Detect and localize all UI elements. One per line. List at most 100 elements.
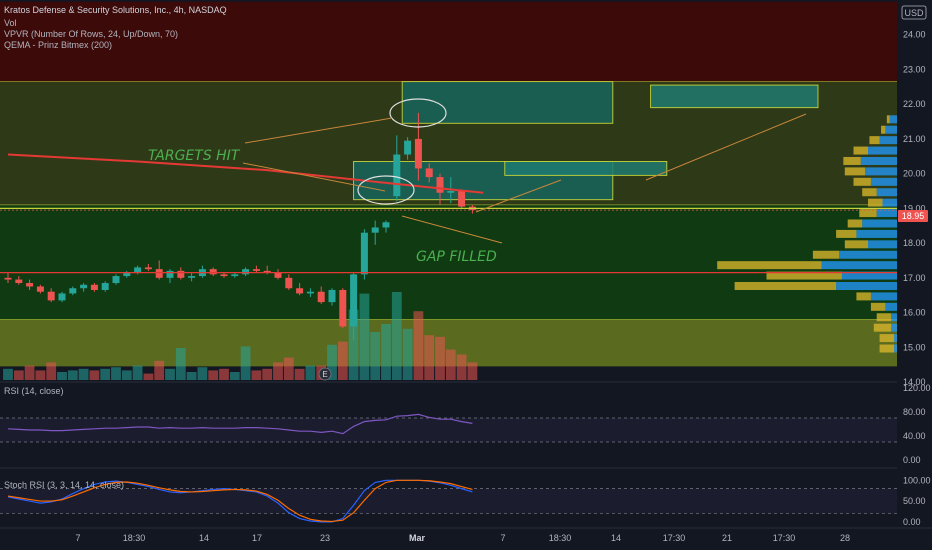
candle[interactable] xyxy=(414,112,422,181)
horizontal-lines xyxy=(0,207,897,274)
candle[interactable] xyxy=(177,267,185,280)
volume-bar xyxy=(57,372,67,380)
candle[interactable] xyxy=(112,274,120,285)
candle[interactable] xyxy=(26,279,34,290)
time-tick-label: 7 xyxy=(75,533,80,543)
candle[interactable] xyxy=(90,283,98,292)
target-fill-2[interactable] xyxy=(650,84,819,109)
candle[interactable] xyxy=(404,137,412,160)
candle[interactable] xyxy=(317,286,325,304)
projection-arrow-1[interactable] xyxy=(475,179,562,213)
price-axis-labels: 24.00 23.00 22.00 21.00 20.00 19.00 18.00 17.00… xyxy=(903,30,926,387)
candle[interactable] xyxy=(188,272,196,282)
oscillator-tick-label: 40.00 xyxy=(903,431,926,441)
vpvr-down-bar xyxy=(853,146,868,155)
vpvr-up-bar xyxy=(879,136,897,145)
price-tick-label: 17.00 xyxy=(903,273,926,283)
price-tick-label: 18.00 xyxy=(903,238,926,248)
vpvr-up-bar xyxy=(885,302,897,311)
vpvr-down-bar xyxy=(844,167,866,176)
vpvr-up-bar xyxy=(865,167,897,176)
volume-bar xyxy=(35,370,46,380)
vpvr-down-bar xyxy=(873,323,892,332)
candle[interactable] xyxy=(4,272,12,284)
volume-bar xyxy=(370,332,381,380)
candle[interactable] xyxy=(101,281,109,292)
candle[interactable] xyxy=(339,288,347,329)
price-tick-label: 22.00 xyxy=(903,99,926,109)
candle[interactable] xyxy=(220,272,228,278)
stoch-d-line[interactable] xyxy=(7,479,473,523)
candle[interactable] xyxy=(80,283,88,292)
vpvr-down-bar xyxy=(870,302,886,311)
qema-series[interactable] xyxy=(7,153,484,194)
vpvr-up-bar xyxy=(889,115,897,124)
candle[interactable] xyxy=(242,267,250,277)
candle[interactable] xyxy=(371,220,379,245)
resistance-zone-top[interactable] xyxy=(0,1,897,82)
target-fill-1[interactable] xyxy=(504,161,668,176)
candle[interactable] xyxy=(155,260,163,280)
volume-bar xyxy=(100,368,111,380)
time-tick-label: 17:30 xyxy=(773,533,796,543)
volume-bar xyxy=(391,292,402,380)
oscillator-band xyxy=(0,418,897,442)
volume-bar xyxy=(165,368,175,380)
arrow-gap-filled[interactable] xyxy=(401,215,503,244)
candle[interactable] xyxy=(209,267,217,277)
oscillator-band xyxy=(0,488,897,514)
candle[interactable] xyxy=(144,263,152,271)
projection-arrow-2[interactable] xyxy=(645,113,807,181)
candle[interactable] xyxy=(285,274,293,290)
candle[interactable] xyxy=(360,229,368,280)
vpvr-down-bar xyxy=(844,240,868,249)
target-circle-upper[interactable] xyxy=(389,98,447,128)
vpvr-up-bar xyxy=(841,271,897,280)
candle[interactable] xyxy=(36,284,44,294)
vpvr-up-bar xyxy=(836,282,897,290)
candle[interactable] xyxy=(393,135,401,202)
price-tick-label: 14.00 xyxy=(903,377,926,387)
candle[interactable] xyxy=(458,189,466,209)
price-axis[interactable] xyxy=(897,0,932,550)
candle[interactable] xyxy=(296,283,304,296)
volume-bar xyxy=(381,324,391,380)
volume-bar xyxy=(456,354,467,380)
candle[interactable] xyxy=(382,220,390,233)
event-marker[interactable]: E xyxy=(318,367,332,381)
candle[interactable] xyxy=(166,269,174,284)
oscillator-tick-label: 80.00 xyxy=(903,407,926,417)
candle[interactable] xyxy=(231,272,239,278)
volume-bar xyxy=(424,335,435,380)
candle[interactable] xyxy=(274,269,282,280)
time-tick-label: 17:30 xyxy=(663,533,686,543)
volume-bar xyxy=(359,293,370,380)
gap-filled-label: GAP FILLED xyxy=(416,249,497,265)
vpvr-down-bar xyxy=(862,188,877,197)
last-price-value: 18.95 xyxy=(902,211,925,221)
arrow-targets-upper[interactable] xyxy=(244,117,393,144)
rsi-line[interactable] xyxy=(7,413,473,435)
target-circle-lower[interactable] xyxy=(357,175,415,205)
time-tick-label: Mar xyxy=(409,533,426,543)
price-tick-label: 16.00 xyxy=(903,308,926,318)
candle[interactable] xyxy=(252,265,260,273)
arrow-targets-lower[interactable] xyxy=(242,162,386,192)
candle[interactable] xyxy=(47,288,55,303)
candle[interactable] xyxy=(350,272,358,341)
target-box-upper[interactable] xyxy=(401,81,614,124)
svg-text:E: E xyxy=(322,370,327,379)
candle[interactable] xyxy=(328,288,336,306)
time-axis-labels: 7 18:30 14 17 23 Mar 7 18:30 14 17:30 21 17:30 28 xyxy=(75,533,850,543)
stoch-title: Stoch RSI (3, 3, 14, 14, close) xyxy=(4,480,124,490)
candle[interactable] xyxy=(58,291,66,303)
currency-toggle[interactable]: USD xyxy=(901,5,927,20)
vpvr-up-bar xyxy=(856,229,897,238)
candle[interactable] xyxy=(15,276,23,285)
candle[interactable] xyxy=(306,288,314,297)
candle[interactable] xyxy=(69,286,77,296)
time-tick-label: 18:30 xyxy=(549,533,572,543)
volume-bar xyxy=(251,370,262,380)
candle[interactable] xyxy=(425,163,433,183)
